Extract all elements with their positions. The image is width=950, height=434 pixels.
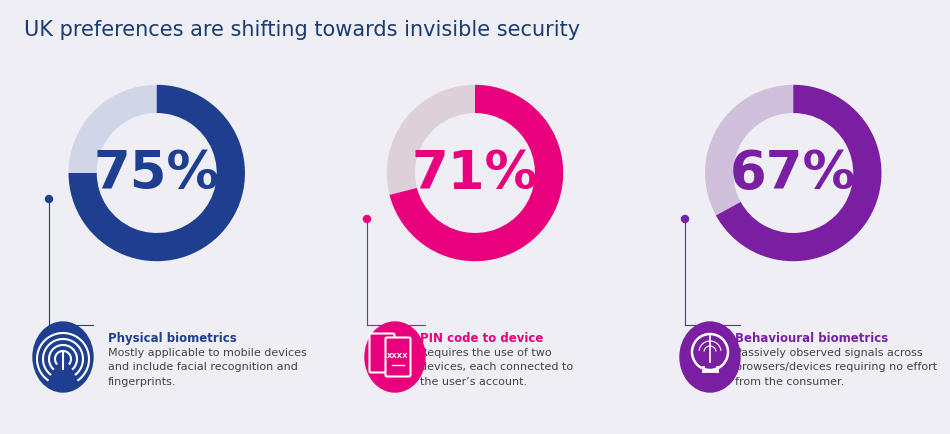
Wedge shape xyxy=(716,85,882,262)
Text: XXXX: XXXX xyxy=(388,352,408,358)
Text: Behavioural biometrics: Behavioural biometrics xyxy=(735,331,888,344)
Text: Physical biometrics: Physical biometrics xyxy=(108,331,237,344)
Ellipse shape xyxy=(33,322,93,392)
Ellipse shape xyxy=(365,322,425,392)
Text: UK preferences are shifting towards invisible security: UK preferences are shifting towards invi… xyxy=(24,20,580,39)
Text: Passively observed signals across
browsers/devices requiring no effort
from the : Passively observed signals across browse… xyxy=(735,347,937,386)
FancyBboxPatch shape xyxy=(386,338,410,377)
FancyBboxPatch shape xyxy=(370,334,394,373)
Text: PIN code to device: PIN code to device xyxy=(420,331,543,344)
Wedge shape xyxy=(68,85,157,174)
Wedge shape xyxy=(68,85,245,262)
Text: 75%: 75% xyxy=(94,148,219,200)
Text: 71%: 71% xyxy=(411,148,539,200)
Wedge shape xyxy=(390,85,563,262)
Circle shape xyxy=(46,196,52,203)
Ellipse shape xyxy=(680,322,740,392)
Text: Mostly applicable to mobile devices
and include facial recognition and
fingerpri: Mostly applicable to mobile devices and … xyxy=(108,347,307,386)
Circle shape xyxy=(681,216,689,223)
Text: Requires the use of two
devices, each connected to
the user’s account.: Requires the use of two devices, each co… xyxy=(420,347,573,386)
Circle shape xyxy=(364,216,370,223)
Wedge shape xyxy=(387,85,475,195)
Text: 67%: 67% xyxy=(730,148,857,200)
Wedge shape xyxy=(705,85,793,216)
